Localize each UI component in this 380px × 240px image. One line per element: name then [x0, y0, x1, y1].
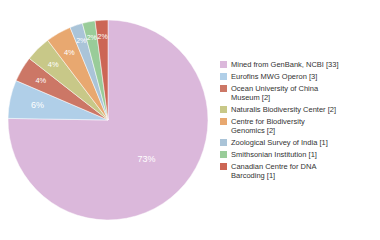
data-label: 73%: [138, 154, 156, 164]
legend-swatch: [220, 106, 227, 113]
data-label: 4%: [35, 76, 46, 85]
data-label: 2%: [87, 34, 97, 41]
legend-item: Naturalis Biodiversity Center [2]: [220, 105, 336, 114]
legend-item: Canadian Centre for DNABarcoding [1]: [220, 162, 316, 180]
legend-label: Canadian Centre for DNABarcoding [1]: [231, 162, 316, 180]
legend-swatch: [220, 118, 227, 125]
legend-label: Smithsonian Institution [1]: [231, 150, 317, 159]
legend-label: Zoological Survey of India [1]: [231, 138, 328, 147]
legend-swatch: [220, 139, 227, 146]
legend-swatch: [220, 85, 227, 92]
data-label: 4%: [48, 60, 59, 69]
legend-item: Centre for BiodiversityGenomics [2]: [220, 117, 305, 135]
pie-slice: [95, 20, 108, 120]
legend-swatch: [220, 163, 227, 170]
legend-item: Eurofins MWG Operon [3]: [220, 72, 317, 81]
legend-label: Naturalis Biodiversity Center [2]: [231, 105, 336, 114]
chart: 73%6%4%4%4%2%2%2%Mined from GenBank, NCB…: [0, 0, 380, 240]
data-label: 2%: [76, 37, 86, 44]
pie-slice: [82, 21, 108, 120]
legend-item: Smithsonian Institution [1]: [220, 150, 317, 159]
legend-label: Centre for BiodiversityGenomics [2]: [231, 117, 305, 135]
legend-item: Mined from GenBank, NCBI [33]: [220, 60, 339, 69]
pie: 73%6%4%4%4%2%2%2%: [8, 20, 208, 220]
data-label: 4%: [64, 48, 75, 57]
legend-label: Eurofins MWG Operon [3]: [231, 72, 317, 81]
legend-label: Ocean University of ChinaMuseum [2]: [231, 84, 319, 102]
data-label: 2%: [98, 33, 108, 40]
legend-label: Mined from GenBank, NCBI [33]: [231, 60, 339, 69]
legend: Mined from GenBank, NCBI [33] Eurofins MW…: [220, 60, 339, 180]
legend-swatch: [220, 61, 227, 68]
legend-swatch: [220, 73, 227, 80]
pie-slice: [8, 20, 208, 220]
data-label: 6%: [31, 100, 44, 110]
legend-item: Zoological Survey of India [1]: [220, 138, 328, 147]
legend-swatch: [220, 151, 227, 158]
legend-item: Ocean University of ChinaMuseum [2]: [220, 84, 319, 102]
